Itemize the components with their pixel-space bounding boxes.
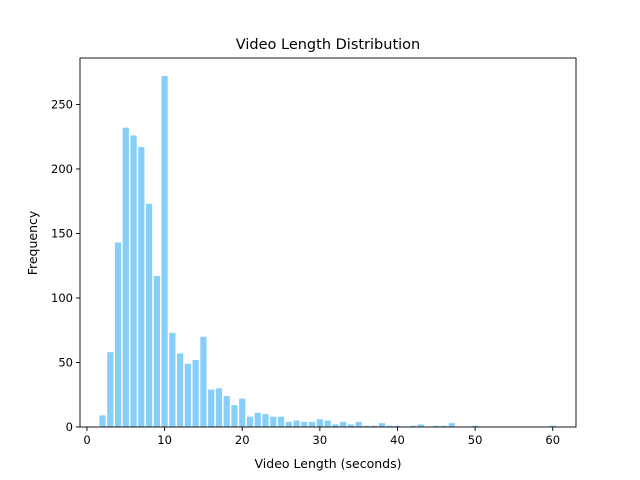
bar: [223, 396, 230, 427]
bar: [293, 420, 300, 427]
bar: [340, 421, 347, 427]
bar: [254, 412, 261, 427]
bar: [200, 336, 207, 427]
bar: [270, 416, 277, 427]
bar: [448, 423, 455, 427]
bar-series: [99, 76, 556, 428]
bar: [114, 242, 122, 427]
bar: [363, 425, 370, 427]
bar: [409, 425, 417, 427]
bar: [417, 424, 424, 427]
bar: [208, 389, 215, 427]
y-tick-label: 150: [51, 226, 73, 240]
bar: [215, 388, 223, 427]
bar: [285, 421, 292, 427]
y-tick-label: 250: [51, 97, 73, 111]
bar: [324, 420, 331, 427]
plot-frame: [79, 57, 577, 428]
bar: [433, 425, 440, 427]
bar: [549, 425, 556, 427]
bar: [262, 414, 269, 427]
bar: [239, 398, 246, 427]
y-tick-label: 200: [51, 162, 73, 176]
bar: [355, 421, 362, 427]
bar: [177, 353, 184, 427]
bar: [378, 423, 386, 427]
bar: [169, 332, 176, 427]
bar: [153, 276, 160, 427]
bar: [277, 416, 285, 427]
x-tick-label: 60: [545, 433, 560, 447]
x-tick-label: 50: [468, 433, 483, 447]
bar: [316, 419, 323, 427]
y-axis-label: Frequency: [25, 210, 40, 275]
y-tick-label: 0: [66, 420, 73, 434]
y-tick-label: 50: [58, 355, 73, 369]
x-tick-label: 20: [235, 433, 250, 447]
y-axis-ticks: 0 50 100 150 200 250: [51, 97, 80, 434]
x-tick-label: 10: [157, 433, 172, 447]
x-axis-ticks: 0 10 20 30 40 50 60: [83, 427, 560, 447]
bar: [394, 425, 401, 427]
bar: [308, 421, 316, 427]
bar: [246, 416, 254, 427]
bar: [107, 352, 114, 427]
x-tick-label: 40: [390, 433, 405, 447]
y-tick-label: 100: [51, 291, 73, 305]
bar: [231, 405, 238, 427]
x-tick-label: 0: [83, 433, 90, 447]
bar: [122, 127, 129, 427]
bar: [301, 421, 308, 427]
bar: [145, 203, 153, 427]
bar: [347, 424, 355, 427]
bar: [332, 424, 339, 427]
bar: [138, 147, 145, 427]
bar: [99, 415, 106, 427]
x-tick-label: 30: [313, 433, 328, 447]
chart-title: Video Length Distribution: [236, 37, 420, 53]
bar: [161, 76, 168, 428]
x-axis-label: Video Length (seconds): [255, 456, 402, 471]
bar: [386, 425, 393, 427]
bar: [184, 363, 191, 427]
bar: [371, 425, 378, 427]
bar: [130, 135, 137, 427]
bar: [471, 425, 479, 427]
bar: [192, 359, 199, 427]
bar: [440, 425, 448, 427]
